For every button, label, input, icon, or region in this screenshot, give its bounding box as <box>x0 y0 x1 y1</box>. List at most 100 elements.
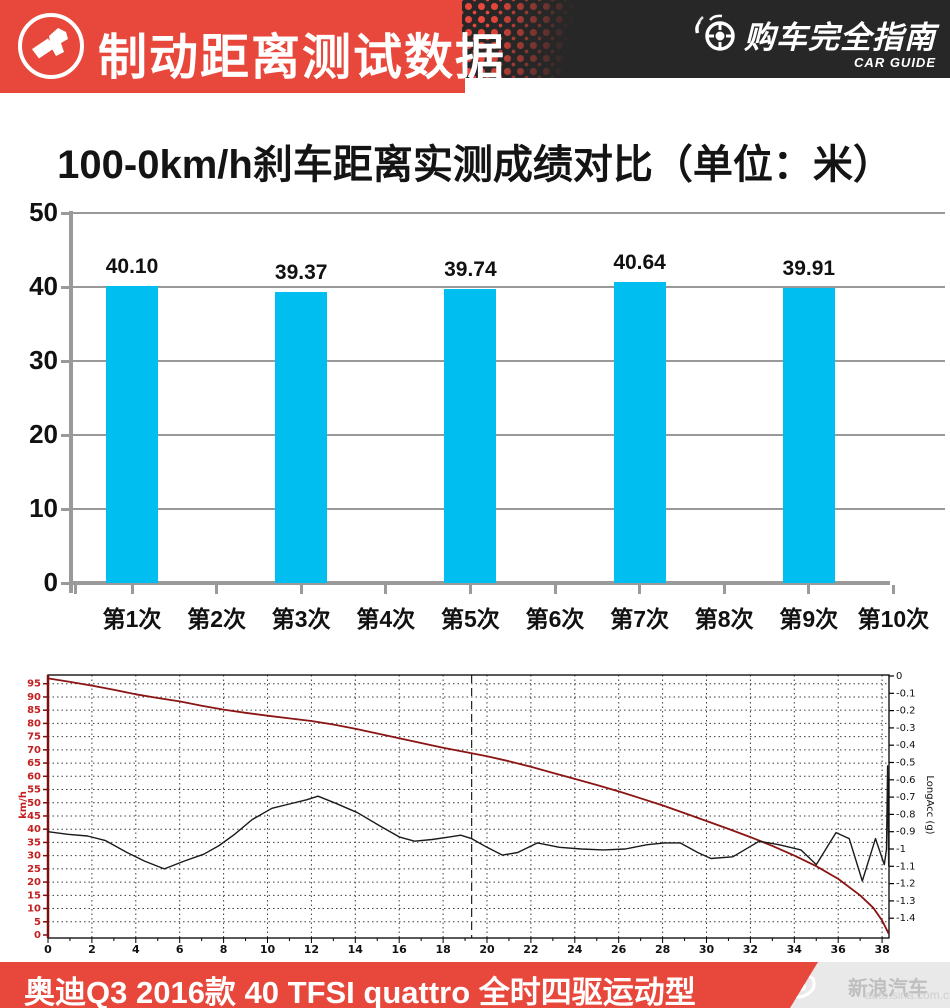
x-axis-tick-label: 8 <box>220 943 228 956</box>
x-axis-tick <box>553 585 557 594</box>
watermark-sina-auto: 新浪汽车 <box>848 978 928 1000</box>
x-axis-tick <box>130 585 134 594</box>
x-axis-tick <box>807 585 811 594</box>
x-category-label: 第5次 <box>440 606 500 632</box>
x-category-label: 第3次 <box>271 606 331 632</box>
halftone-dots-decoration <box>462 0 592 78</box>
data-bar <box>613 282 666 583</box>
x-category-label: 第2次 <box>187 606 246 632</box>
x-axis-tick <box>299 585 303 594</box>
left-axis-tick-label: 15 <box>27 890 41 901</box>
x-axis-tick <box>74 585 77 594</box>
x-axis-tick-label: 6 <box>176 943 184 956</box>
bar-gridline <box>72 508 945 510</box>
data-bar <box>444 288 497 583</box>
right-axis-tick-label: -0.9 <box>896 827 916 838</box>
left-axis-tick-label: 25 <box>27 864 41 875</box>
left-axis-title: km/h <box>18 791 29 819</box>
footer-banner: 奥迪Q3 2016款 40 TFSI quattro 全时四驱运动型 新浪汽车 … <box>0 962 950 1008</box>
bar-value-label: 39.91 <box>782 256 836 280</box>
x-category-label: 第1次 <box>102 606 162 632</box>
left-axis-tick-label: 35 <box>27 837 41 848</box>
x-axis-tick-label: 16 <box>392 943 408 956</box>
bar-chart-title: 100-0km/h刹车距离实测成绩对比（单位：米） <box>57 143 893 187</box>
right-axis-tick-label: -0.7 <box>896 792 916 803</box>
x-axis-tick-label: 30 <box>699 943 715 956</box>
right-axis-tick-label: -0.3 <box>896 723 916 734</box>
right-axis-tick-label: -0.4 <box>896 740 916 751</box>
y-axis-tick <box>61 211 70 215</box>
x-category-label: 第9次 <box>779 606 839 632</box>
left-axis-tick-label: 95 <box>27 679 41 690</box>
y-axis-label: 10 <box>29 493 58 523</box>
x-axis-tick-label: 28 <box>655 943 670 956</box>
data-bar <box>106 286 158 583</box>
y-axis-line <box>69 211 73 593</box>
brake-pedal-badge <box>18 13 84 79</box>
left-axis-tick-label: 30 <box>27 851 41 862</box>
speed-deceleration-line-chart: 05101520253035404550556065707580859095km… <box>18 671 935 956</box>
right-axis-title: LongAcc (g) <box>924 775 935 834</box>
right-axis-tick-label: -1.1 <box>896 861 916 872</box>
x-axis-tick <box>638 585 642 594</box>
brand-logo: 购车完全指南 CAR GUIDE <box>694 12 936 70</box>
plot-frame <box>47 674 890 939</box>
right-axis-tick-label: -0.1 <box>896 688 916 699</box>
bar-value-label: 39.37 <box>274 260 328 284</box>
x-axis-tick-label: 18 <box>435 943 450 956</box>
sina-eye-icon <box>790 965 816 999</box>
y-axis-tick <box>61 581 70 585</box>
left-axis-tick-label: 40 <box>27 824 41 835</box>
left-axis-tick-label: 55 <box>27 785 41 796</box>
y-axis-tick <box>61 507 70 511</box>
left-axis-tick-label: 0 <box>34 930 41 941</box>
x-axis-tick-label: 14 <box>348 943 364 956</box>
wheel-flame-icon <box>695 14 735 51</box>
left-axis-tick-label: 10 <box>27 904 41 915</box>
data-bar <box>782 287 835 583</box>
left-axis-tick-label: 45 <box>27 811 41 822</box>
bar-value-label: 40.64 <box>613 251 666 275</box>
right-axis-tick-label: -0.5 <box>896 758 916 769</box>
x-axis-tick-label: 10 <box>260 943 276 956</box>
left-axis-tick-label: 50 <box>27 798 41 809</box>
right-axis-tick-label: -0.8 <box>896 809 916 820</box>
y-axis-label: 40 <box>29 271 58 301</box>
brand-name-en: CAR GUIDE <box>854 55 936 70</box>
car-model-label: 奥迪Q3 2016款 40 TFSI quattro 全时四驱运动型 <box>24 975 696 1008</box>
bar-gridline <box>72 286 945 288</box>
bar-gridline <box>72 434 945 436</box>
right-axis-tick-label: -0.6 <box>896 775 916 786</box>
bar-chart: 0 10 20 30 40 50 第1次 40.10 第2次 第3次 39.37 第4次 第5次 39.7… <box>29 197 945 632</box>
x-axis-tick <box>468 585 472 594</box>
left-axis-tick-label: 75 <box>27 732 41 743</box>
y-axis-tick <box>61 359 70 363</box>
right-axis-tick-label: -1.2 <box>896 879 916 890</box>
left-axis-tick-label: 70 <box>27 745 41 756</box>
left-axis-tick-label: 5 <box>34 917 41 928</box>
bar-value-label: 39.74 <box>444 257 497 281</box>
bar-value-label: 40.10 <box>105 255 159 279</box>
x-category-label: 第4次 <box>356 606 416 632</box>
right-axis-tick-label: -0.2 <box>896 706 916 717</box>
y-axis-tick <box>61 285 70 289</box>
footer-watermark-area: 新浪汽车 auto.sina.com.cn <box>790 962 950 1008</box>
y-axis-label: 20 <box>29 419 58 449</box>
left-axis-tick-label: 90 <box>27 692 41 703</box>
x-axis-tick-label: 38 <box>874 943 889 956</box>
x-category-label: 第7次 <box>610 606 669 632</box>
left-axis-tick-label: 80 <box>27 718 41 729</box>
x-axis-tick <box>722 585 726 594</box>
y-axis-tick <box>61 433 70 437</box>
right-axis-tick-label: -1.3 <box>896 896 916 907</box>
page-title: 制动距离测试数据 <box>98 31 507 85</box>
x-axis-tick-label: 4 <box>132 943 140 956</box>
right-axis-tick-label: -1 <box>896 844 906 855</box>
x-axis-tick-label: 12 <box>304 943 319 956</box>
left-axis-tick-label: 65 <box>27 758 41 769</box>
x-category-label: 第8次 <box>694 606 754 632</box>
x-axis-tick <box>891 585 895 594</box>
y-axis-label: 0 <box>43 567 58 597</box>
left-axis-tick-label: 60 <box>27 771 41 782</box>
